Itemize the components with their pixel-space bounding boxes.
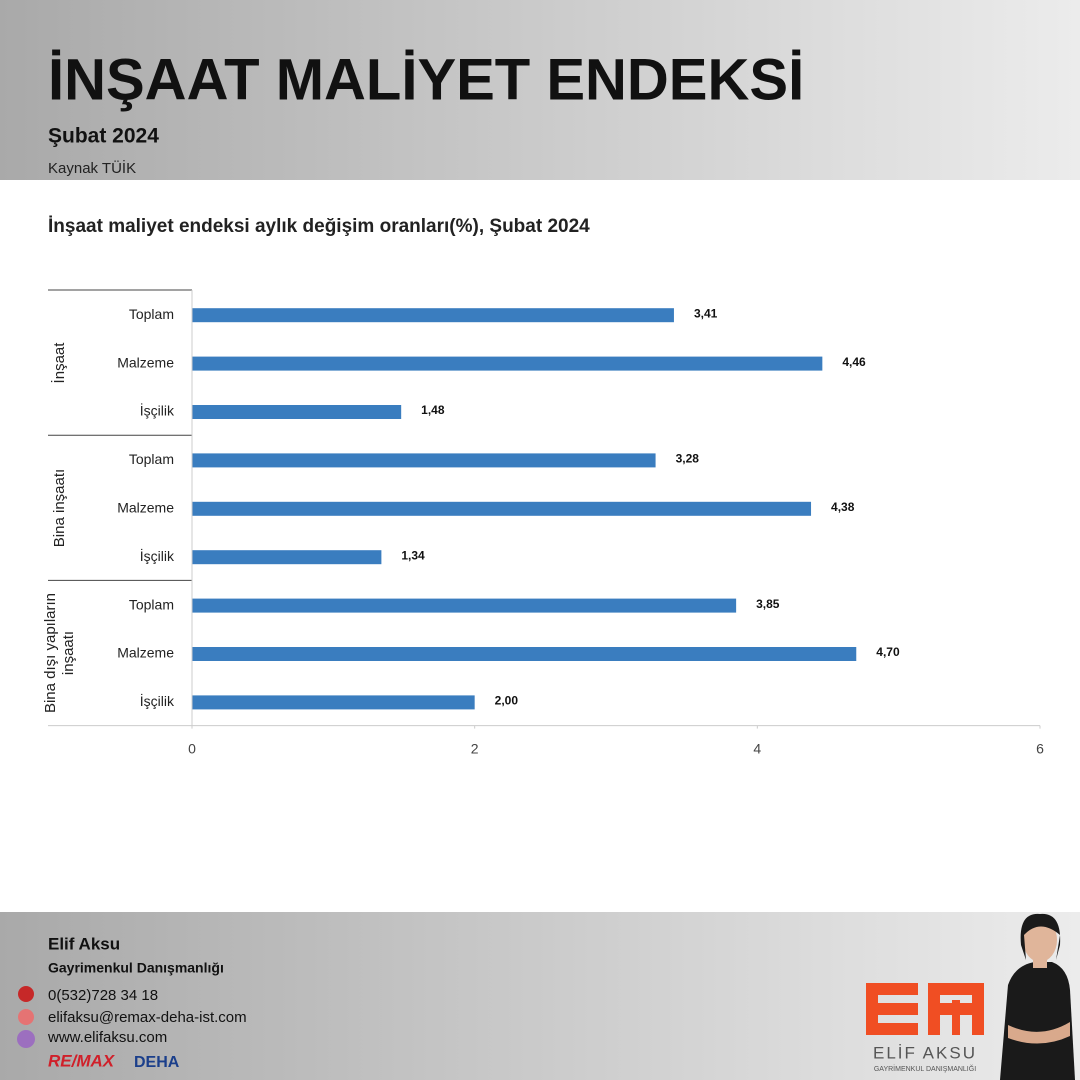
data-label: 1,48 [421,403,445,417]
y-tick-label: Malzeme [117,354,174,370]
x-tick-label: 4 [753,740,761,756]
y-tick-label: Malzeme [117,500,174,516]
subtitle: Şubat 2024 [48,125,159,148]
chart-title: İnşaat maliyet endeksi aylık değişim ora… [48,216,590,237]
data-label: 3,28 [676,452,700,466]
web-icon [17,1030,35,1048]
bar [192,453,656,468]
data-label: 4,70 [876,645,900,659]
phone-icon [18,986,34,1002]
data-label: 3,41 [694,306,718,320]
x-tick-label: 6 [1036,740,1044,756]
email-icon [18,1009,34,1025]
bar [192,695,475,710]
x-tick-label: 0 [188,740,196,756]
group-label: Bina inşaatı [51,468,68,547]
agency-office: DEHA [134,1054,180,1071]
agent-name: Elif Aksu [48,934,120,953]
bar [192,405,402,419]
data-label: 1,34 [401,548,425,562]
agent-role: Gayrimenkul Danışmanlığı [48,960,224,976]
logo-name: ELİF AKSU [873,1043,977,1062]
logo [866,983,984,1035]
y-tick-label: Toplam [129,451,174,467]
logo-subtitle: GAYRİMENKUL DANIŞMANLIĞI [874,1064,976,1073]
y-tick-label: Toplam [129,596,174,612]
bar [192,647,857,661]
phone: 0(532)728 34 18 [48,987,158,1004]
data-label: 4,46 [842,355,866,369]
bar [192,550,382,565]
y-tick-label: Toplam [129,306,174,322]
source: Kaynak TÜİK [48,159,136,177]
x-tick-label: 2 [471,740,479,756]
bar [192,308,674,323]
header-band [0,0,1080,180]
y-tick-label: İşçilik [140,547,175,564]
group-label: İnşaat [51,342,68,384]
chart: Toplam 3,41 Malzeme 4,46 İşçilik 1,48 Toplam 3,… [48,289,1044,756]
group-label: Bina dışı yapıların inşaatı [42,592,77,714]
website: www.elifaksu.com [47,1029,167,1046]
agency: RE/MAX [48,1051,116,1070]
footer-band [0,912,1080,1080]
bar [192,501,812,516]
agent-photo [1000,913,1075,1080]
data-label: 2,00 [495,694,519,708]
y-tick-label: İşçilik [140,402,175,419]
email: elifaksu@remax-deha-ist.com [48,1009,247,1026]
y-tick-label: Malzeme [117,645,174,661]
data-label: 3,85 [756,597,780,611]
y-tick-label: İşçilik [140,692,175,709]
bar [192,356,823,371]
data-label: 4,38 [831,500,855,514]
page-title: İNŞAAT MALİYET ENDEKSİ [48,47,804,112]
bar [192,598,737,613]
